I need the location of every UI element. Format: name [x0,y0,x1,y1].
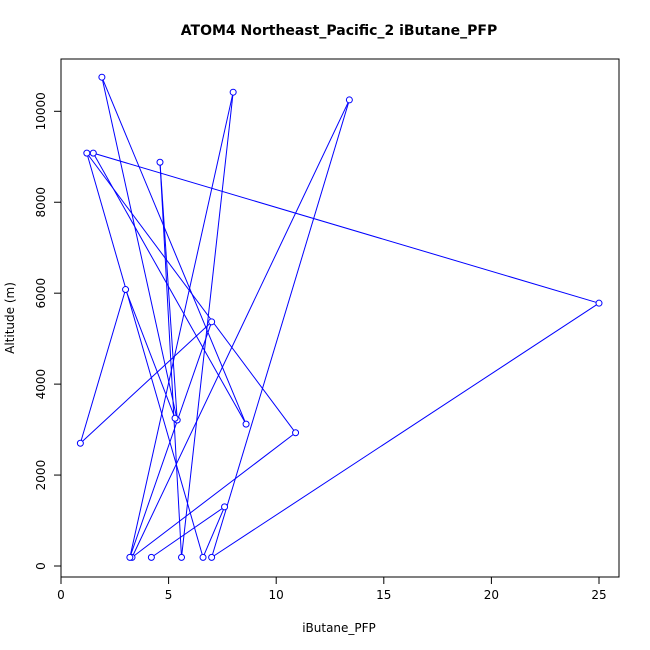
series-segment [79,289,127,444]
y-tick-label: 0 [34,562,48,570]
data-point [345,96,353,104]
series-layer [76,73,603,561]
series-segment [129,92,234,558]
series-segment [86,152,204,558]
data-point [229,88,237,96]
data-point [89,149,97,157]
x-axis: 0 5 10 15 20 25 [57,576,607,602]
x-tick-label: 0 [57,588,65,602]
data-point [98,73,106,81]
series-segment [211,99,350,558]
data-point [147,553,155,561]
x-tick-label: 5 [165,588,173,602]
series-segment [131,432,296,558]
y-tick-label: 4000 [34,369,48,400]
plot-frame [60,58,620,578]
y-tick-label: 2000 [34,460,48,491]
y-axis: 0 2000 4000 6000 8000 10000 [34,92,62,570]
series-segment [211,302,600,558]
data-point [122,286,130,294]
x-tick-label: 20 [484,588,499,602]
series-segment [181,92,234,558]
series-segment [101,77,178,421]
x-tick-label: 10 [269,588,284,602]
y-tick-label: 10000 [34,92,48,130]
data-point [242,420,250,428]
data-point [83,149,91,157]
series-segment [159,162,178,421]
y-tick-label: 6000 [34,278,48,309]
data-point [595,299,603,307]
series-segment [101,77,247,425]
data-point [76,439,84,447]
series-segment [125,289,176,419]
series-segment [93,152,600,304]
data-point [126,553,134,561]
series-segment [151,506,225,558]
data-point [156,158,164,166]
data-point [208,318,216,326]
data-point [178,553,186,561]
y-tick-label: 8000 [34,187,48,218]
chart-title: ATOM4 Northeast_Pacific_2 iButane_PFP [181,23,497,39]
series-segment [131,99,350,558]
series-segment [202,506,226,558]
series-segment [129,321,213,558]
data-point [199,553,207,561]
data-point [208,553,216,561]
y-axis-label: Altitude (m) [3,282,17,354]
data-point [221,503,229,511]
series-segment [80,321,212,444]
data-point [171,414,179,422]
x-tick-label: 15 [376,588,391,602]
x-axis-label: iButane_PFP [302,621,376,635]
series-segment [92,152,247,425]
x-tick-label: 25 [591,588,606,602]
data-point [292,429,300,437]
